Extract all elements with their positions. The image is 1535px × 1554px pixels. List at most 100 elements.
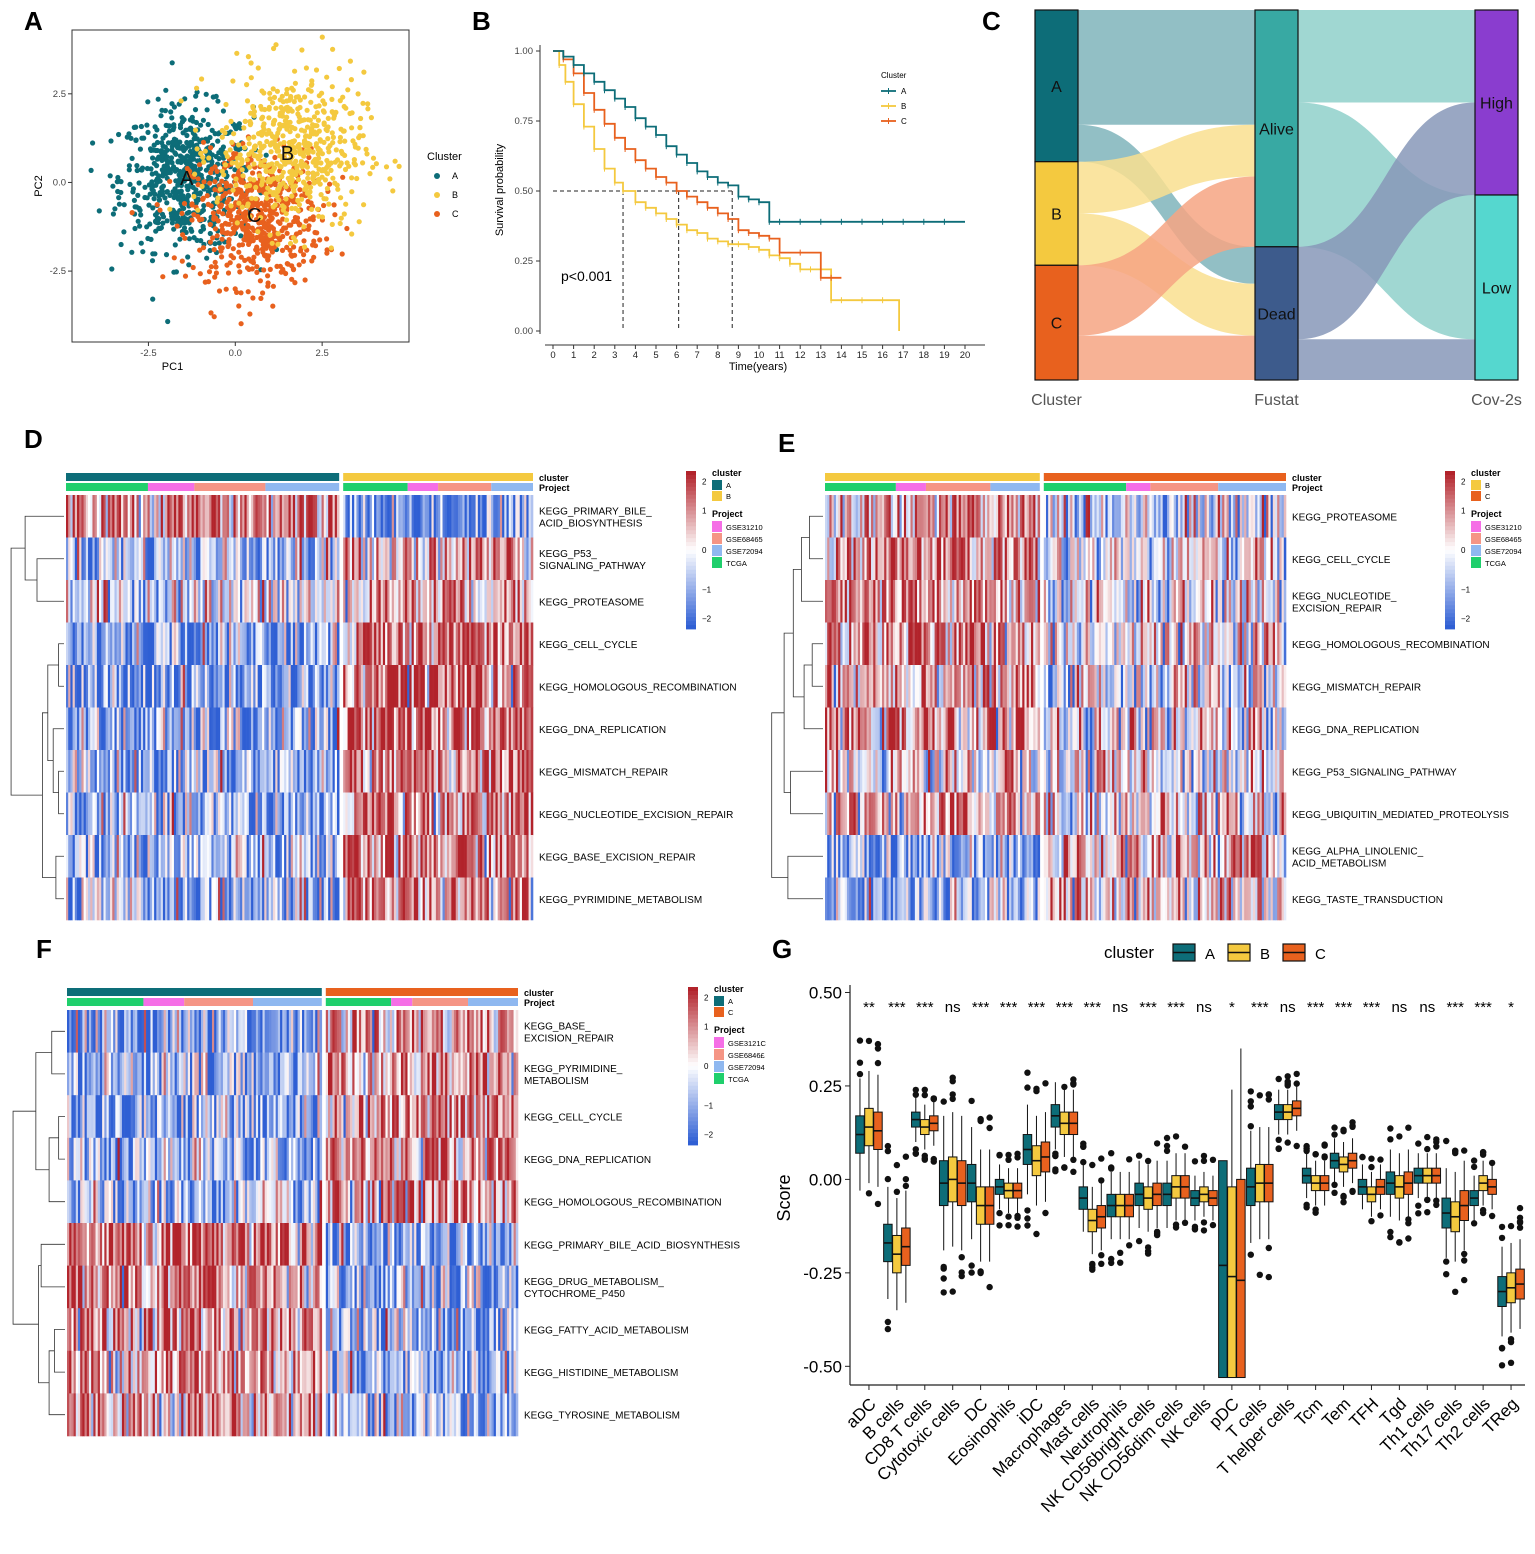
heatmap-cell (833, 580, 837, 623)
heatmap-cell (367, 665, 370, 708)
heatmap-cell (389, 877, 393, 921)
heatmap-cell (928, 495, 931, 538)
heatmap-cell (482, 835, 485, 878)
heatmap-cell (332, 835, 336, 878)
heatmap-cell (952, 580, 955, 623)
heatmap-cell (466, 580, 470, 623)
scatter-point-A (160, 220, 166, 226)
heatmap-cell (873, 835, 876, 878)
heatmap-cell (220, 622, 223, 666)
heatmap-cell (842, 537, 846, 581)
heatmap-cell (303, 835, 307, 878)
heatmap-cell (81, 835, 84, 878)
heatmap-cell (1028, 750, 1032, 793)
heatmap-cell (314, 750, 318, 793)
scatter-point-C (225, 270, 232, 276)
heatmap-cell (218, 707, 221, 751)
heatmap-cell (182, 750, 186, 793)
heatmap-cell (985, 580, 988, 623)
heatmap-cell (444, 877, 448, 921)
heatmap-cell (81, 495, 84, 538)
heatmap-cell (493, 877, 496, 921)
heatmap-cell (105, 750, 109, 793)
heatmap-cell (1006, 750, 1010, 793)
heatmap-cell (488, 707, 492, 751)
colorbar-segment (686, 482, 696, 488)
scatter-point-B (315, 151, 321, 157)
heatmap-cell (468, 835, 472, 878)
scatter-point-C (207, 180, 213, 186)
scatter-point-A (198, 122, 204, 128)
heatmap-cell (1028, 792, 1032, 836)
heatmap-cell (173, 707, 177, 751)
project-annotation-bar-TCGA (343, 483, 408, 491)
heatmap-cell (92, 750, 95, 793)
heatmap-cell (462, 877, 465, 921)
heatmap-cell (140, 707, 144, 751)
scatter-point-C (228, 217, 234, 223)
heatmap-cell (107, 537, 111, 581)
heatmap-cell (449, 707, 452, 751)
heatmap-cell (517, 622, 521, 666)
heatmap-cell (1028, 495, 1032, 538)
heatmap-cell (842, 792, 846, 836)
heatmap-cell (96, 537, 100, 581)
heatmap-cell (838, 495, 841, 538)
scatter-point-B (222, 162, 228, 168)
heatmap-cell (453, 580, 457, 623)
heatmap-cell (347, 665, 351, 708)
heatmap-cell (389, 495, 393, 538)
scatter-point-B (302, 94, 308, 100)
heatmap-cell (266, 537, 269, 581)
scatter-point-B (370, 155, 377, 161)
heatmap-cell (182, 537, 186, 581)
heatmap-cell (471, 835, 474, 878)
heatmap-cell (103, 707, 106, 751)
heatmap-cell (1035, 537, 1038, 581)
scatter-point-B (313, 163, 319, 169)
scatter-point-B (321, 121, 327, 127)
heatmap-cell (954, 750, 957, 793)
heatmap-cell (831, 580, 835, 623)
heatmap-cell (118, 877, 122, 921)
heatmap-cell (365, 580, 368, 623)
heatmap-cell (400, 495, 404, 538)
heatmap-cell (440, 877, 443, 921)
heatmap-cell (886, 622, 889, 666)
heatmap-cell (506, 750, 510, 793)
heatmap-cell (323, 792, 327, 836)
heatmap-cell (349, 495, 353, 538)
heatmap-cell (248, 877, 252, 921)
heatmap-cell (446, 537, 450, 581)
scatter-point-B (311, 114, 317, 120)
heatmap-cell (233, 580, 236, 623)
scatter-point-C (292, 280, 298, 286)
scatter-point-A (208, 175, 214, 181)
heatmap-cell (895, 622, 898, 666)
heatmap-cell (442, 537, 446, 581)
heatmap-cell (888, 622, 892, 666)
heatmap-cell (517, 537, 521, 581)
heatmap-cell (969, 707, 973, 751)
scatter-point-B (201, 159, 207, 165)
heatmap-cell (888, 750, 892, 793)
scatter-point-B (274, 160, 280, 166)
heatmap-cell (991, 792, 995, 836)
colorbar-segment (686, 585, 696, 590)
heatmap-cell (288, 707, 291, 751)
heatmap-cell (960, 537, 964, 581)
scatter-point-A (145, 129, 151, 135)
legend-swatch-project (712, 521, 722, 532)
heatmap-cell (154, 622, 157, 666)
heatmap-cell (211, 750, 214, 793)
heatmap-cell (360, 537, 364, 581)
heatmap-cell (314, 792, 318, 836)
heatmap-cell (349, 835, 353, 878)
heatmap-cell (524, 835, 527, 878)
heatmap-cell (1013, 622, 1016, 666)
scatter-point-A (153, 178, 159, 184)
heatmap-cell (493, 835, 496, 878)
scatter-point-C (246, 256, 252, 262)
heatmap-cell (257, 877, 261, 921)
heatmap-cell (446, 707, 450, 751)
